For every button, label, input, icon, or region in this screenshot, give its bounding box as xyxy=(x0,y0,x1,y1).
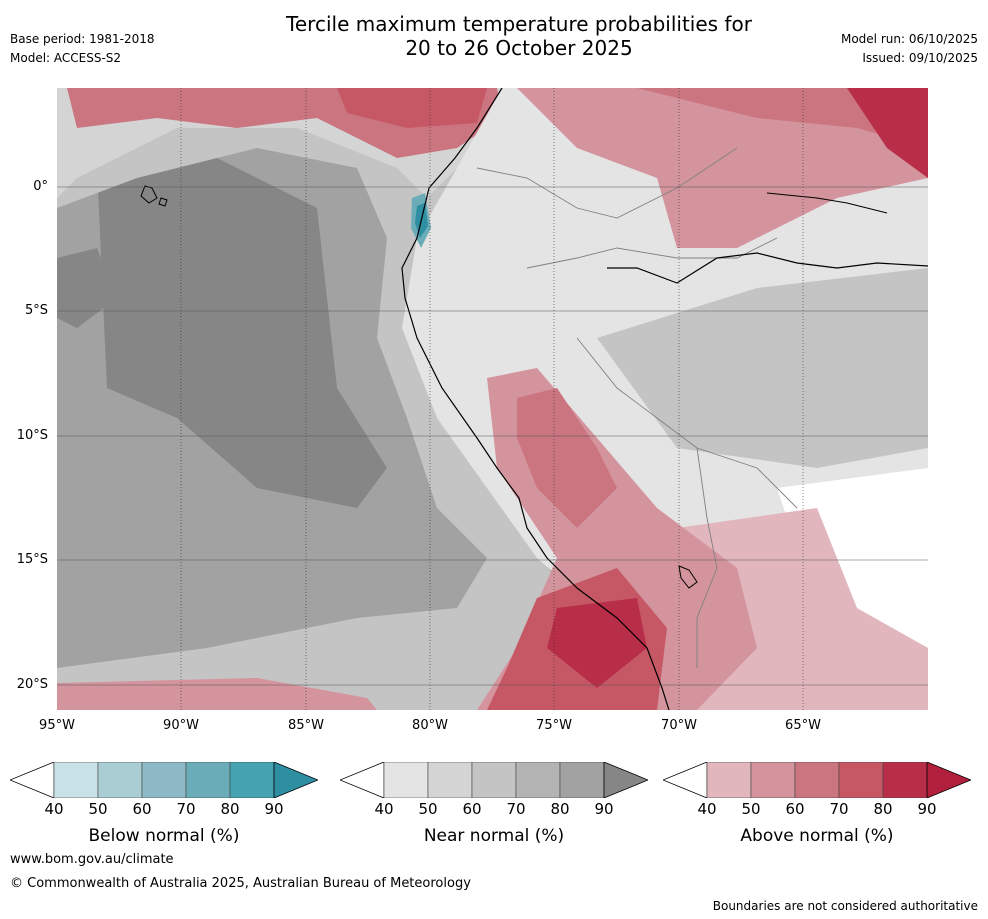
footer-url-link[interactable]: www.bom.gov.au/climate xyxy=(10,852,174,867)
colorbar-0-tick-60: 60 xyxy=(132,800,152,818)
lake-titicaca xyxy=(678,565,698,589)
model-run-text: Model run: 06/10/2025 xyxy=(840,32,978,46)
colorbar-1-tick-60: 60 xyxy=(462,800,482,818)
colorbar-1-tick-90: 90 xyxy=(594,800,614,818)
footer-copyright: © Commonwealth of Australia 2025, Austra… xyxy=(10,876,471,891)
lon-label-90w: 90°W xyxy=(163,718,199,733)
colorbar-2-tick-80: 80 xyxy=(873,800,893,818)
colorbar-2-segment-4 xyxy=(838,762,884,798)
colorbar-0-segment-5 xyxy=(229,762,275,798)
issued-text: Issued: 09/10/2025 xyxy=(862,51,978,65)
lon-label-75w: 75°W xyxy=(536,718,572,733)
disclaimer-text: Boundaries are not considered authoritat… xyxy=(712,899,978,913)
colorbar-1-tick-80: 80 xyxy=(550,800,570,818)
colorbar-2-segment-1 xyxy=(706,762,752,798)
colorbar-2-tick-70: 70 xyxy=(829,800,849,818)
colorbar-2-tick-60: 60 xyxy=(785,800,805,818)
base-period-text: Base period: 1981-2018 xyxy=(10,32,155,46)
colorbar-1-over-triangle xyxy=(603,762,648,798)
colorbar-2-segment-3 xyxy=(794,762,840,798)
lat-label-15s: 15°S xyxy=(16,552,48,567)
colorbar-0-tick-40: 40 xyxy=(44,800,64,818)
above-normal-top-inner xyxy=(337,88,487,128)
colorbar-above-normal xyxy=(663,762,971,798)
colorbar-1-segment-5 xyxy=(559,762,605,798)
latitude-lines xyxy=(57,186,928,686)
coastline xyxy=(401,88,670,710)
colorbar-2-under-triangle xyxy=(663,762,708,798)
colorbar-2-tick-40: 40 xyxy=(697,800,717,818)
galapagos xyxy=(140,185,168,207)
colorbar-0-over-triangle xyxy=(273,762,318,798)
colorbar-1-tick-50: 50 xyxy=(418,800,438,818)
colorbar-2-segment-2 xyxy=(750,762,796,798)
meta-left: Base period: 1981-2018 Model: ACCESS-S2 xyxy=(10,31,155,69)
lat-label-0: 0° xyxy=(33,179,48,194)
colorbar-0-segment-1 xyxy=(53,762,99,798)
chart-title: Tercile maximum temperature probabilitie… xyxy=(0,12,988,60)
lon-label-95w: 95°W xyxy=(39,718,75,733)
colorbar-1-segment-2 xyxy=(427,762,473,798)
river xyxy=(607,252,928,284)
colorbar-0-segment-3 xyxy=(141,762,187,798)
probability-map xyxy=(57,88,928,710)
title-line-2: 20 to 26 October 2025 xyxy=(405,36,633,60)
colorbar-2-tick-90: 90 xyxy=(917,800,937,818)
colorbar-near-normal xyxy=(340,762,648,798)
above-normal-south-core xyxy=(547,598,647,688)
colorbar-1-segment-1 xyxy=(383,762,429,798)
colorbar-2-segment-5 xyxy=(882,762,928,798)
above-normal-northeast xyxy=(517,88,928,248)
lat-label-10s: 10°S xyxy=(16,428,48,443)
colorbar-1-tick-40: 40 xyxy=(374,800,394,818)
country-borders xyxy=(476,147,798,668)
colorbar-below-normal xyxy=(10,762,318,798)
above-normal-corner xyxy=(847,88,928,178)
above-normal-southwest xyxy=(57,678,377,710)
colorbar-0-segment-2 xyxy=(97,762,143,798)
colorbar-0-under-triangle xyxy=(10,762,55,798)
colorbar-label-above: Above normal (%) xyxy=(740,826,894,846)
above-normal-andes-inner xyxy=(517,388,617,528)
river-north xyxy=(766,192,888,214)
colorbar-1-segment-4 xyxy=(515,762,561,798)
colorbar-0-tick-50: 50 xyxy=(88,800,108,818)
dark-grey-region xyxy=(97,158,387,508)
colorbar-1-under-triangle xyxy=(340,762,385,798)
colorbar-0-tick-70: 70 xyxy=(176,800,196,818)
colorbar-label-below: Below normal (%) xyxy=(88,826,240,846)
colorbar-label-near: Near normal (%) xyxy=(423,826,565,846)
lat-label-20s: 20°S xyxy=(16,677,48,692)
lat-label-5s: 5°S xyxy=(24,303,48,318)
colorbar-0-segment-4 xyxy=(185,762,231,798)
colorbar-2-tick-50: 50 xyxy=(741,800,761,818)
colorbar-0-tick-80: 80 xyxy=(220,800,240,818)
near-normal-east xyxy=(597,268,928,468)
lon-label-65w: 65°W xyxy=(785,718,821,733)
dark-grey-region-2 xyxy=(57,248,117,328)
lon-label-70w: 70°W xyxy=(661,718,697,733)
colorbar-0-tick-90: 90 xyxy=(264,800,284,818)
lon-label-80w: 80°W xyxy=(412,718,448,733)
model-text: Model: ACCESS-S2 xyxy=(10,51,122,65)
title-line-1: Tercile maximum temperature probabilitie… xyxy=(286,12,752,36)
lon-label-85w: 85°W xyxy=(288,718,324,733)
colorbar-2-over-triangle xyxy=(926,762,971,798)
colorbar-1-tick-70: 70 xyxy=(506,800,526,818)
meta-right: Model run: 06/10/2025 Issued: 09/10/2025 xyxy=(841,31,978,69)
above-normal-northeast-2 xyxy=(637,88,928,148)
colorbar-1-segment-3 xyxy=(471,762,517,798)
